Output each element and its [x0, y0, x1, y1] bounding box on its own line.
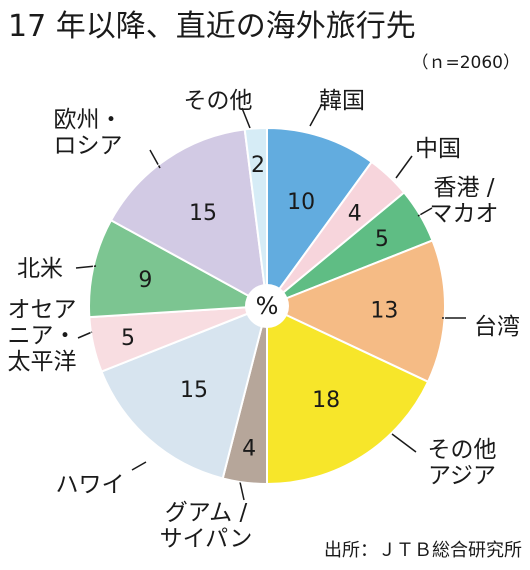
- slice-value-label-2: 5: [375, 227, 389, 252]
- slice-value-label-1: 4: [348, 202, 362, 227]
- center-hole: [245, 284, 289, 328]
- leader-line-6: [131, 461, 147, 471]
- slice-value-label-5: 4: [242, 436, 256, 461]
- slice-category-label-10: その他: [184, 88, 253, 114]
- leader-line-8: [75, 265, 97, 269]
- leader-line-5: [239, 481, 245, 501]
- slice-value-label-9: 15: [189, 201, 217, 226]
- slice-category-label-3: 台湾: [474, 314, 520, 340]
- slice-category-label-9: 欧州・ロシア: [54, 107, 123, 159]
- slice-category-label-7: オセアニア・太平洋: [8, 297, 77, 375]
- center-unit-label: %: [256, 292, 279, 320]
- slice-value-label-6: 15: [180, 378, 208, 403]
- slice-category-label-4: その他アジア: [428, 437, 497, 489]
- leader-line-1: [395, 155, 413, 179]
- slice-category-label-0: 韓国: [319, 88, 365, 114]
- leader-line-7: [77, 331, 93, 339]
- slice-category-label-8: 北米: [17, 256, 63, 282]
- slice-category-label-5: グアム /サイパン: [160, 500, 253, 552]
- slice-category-label-2: 香港 /マカオ: [430, 175, 499, 227]
- slice-value-label-7: 5: [121, 326, 135, 351]
- leader-line-10: [241, 107, 251, 129]
- chart-title: 17 年以降、直近の海外旅行先: [8, 9, 416, 44]
- slice-value-label-10: 2: [251, 153, 265, 178]
- slice-value-label-8: 9: [138, 268, 152, 293]
- leader-line-0: [309, 103, 323, 127]
- slice-value-label-3: 13: [370, 299, 398, 324]
- source-credit: 出所：ＪＴＢ総合研究所: [324, 540, 522, 561]
- slice-value-label-0: 10: [287, 190, 315, 215]
- slice-category-label-1: 中国: [415, 136, 461, 162]
- sample-size-label: （ｎ=2060）: [411, 53, 520, 73]
- pie-rim: [88, 127, 446, 485]
- leader-line-4: [391, 433, 417, 453]
- slice-value-label-4: 18: [312, 388, 340, 413]
- slice-category-label-6: ハワイ: [56, 472, 125, 498]
